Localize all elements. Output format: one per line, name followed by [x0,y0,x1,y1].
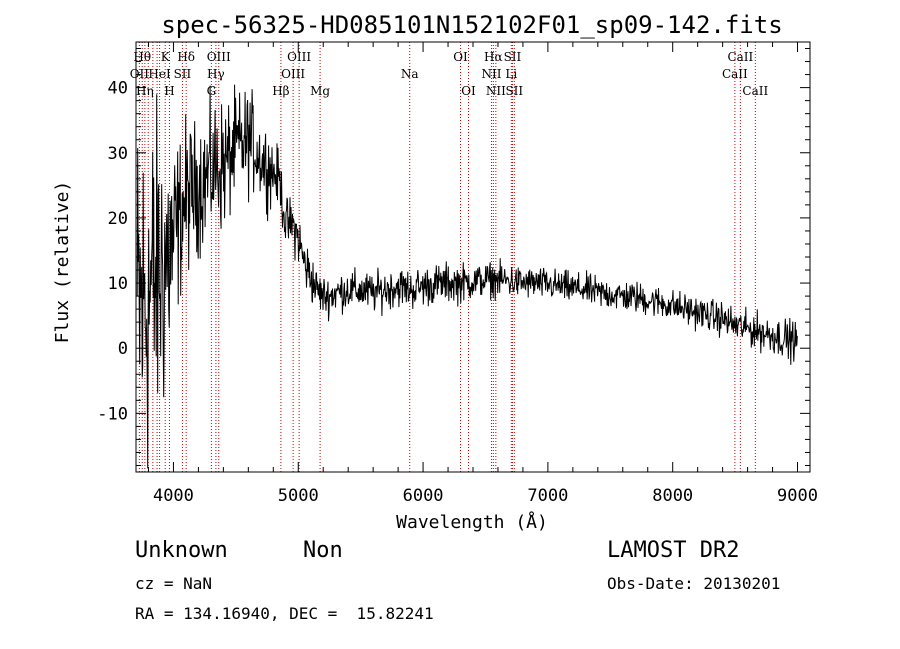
obs-date-text: Obs-Date: 20130201 [607,574,781,593]
object-subclass: Non [303,538,343,563]
spectral-line-label: SII [174,67,192,81]
y-tick-label: 10 [108,274,128,294]
x-tick-label: 5000 [278,486,319,506]
spectral-line-label: HeI [148,67,171,81]
spectral-line-label: Hα [484,50,503,64]
object-class: Unknown [135,538,228,563]
y-tick-label: 0 [118,339,128,359]
x-tick-label: 9000 [777,486,818,506]
coordinates-text: RA = 134.16940, DEC = 15.82241 [135,604,434,623]
spectral-line-label: Li [505,67,517,81]
spectral-line-label: K [161,50,171,64]
spectral-line-label: OIII [281,67,305,81]
spectral-line-markers [138,42,756,472]
spectral-line-label: OI [461,84,476,98]
spectral-line-labels: OIIHθHηHeIKHSIIHδGHγOIIIHβOIIIOIIIMgNaOI… [130,50,769,98]
spectral-line-label: G [207,84,217,98]
spectral-line-label: Na [401,67,419,81]
spectral-line-label: OIII [207,50,231,64]
x-tick-label: 6000 [403,486,444,506]
spectral-line-label: CaII [722,67,748,81]
spectral-line-label: CaII [727,50,753,64]
y-tick-label: -10 [97,404,128,424]
y-axis-label: Flux (relative) [52,181,73,344]
spectral-line-label: NII [486,84,506,98]
survey-name: LAMOST DR2 [607,538,740,563]
spectral-line-label: Mg [310,84,330,98]
spectral-line-label: Hθ [133,50,151,64]
redshift-text: cz = NaN [135,574,213,593]
y-tick-label: 30 [108,144,128,164]
y-tick-label: 20 [108,209,128,229]
spectral-line-label: SII [505,84,523,98]
spectral-line-label: Hγ [207,67,225,81]
x-tick-label: 4000 [153,486,194,506]
spectral-line-label: OIII [287,50,311,64]
x-axis-label: Wavelength (Å) [396,511,548,533]
spectral-line-label: OII [130,67,150,81]
x-tick-label: 8000 [652,486,693,506]
spectral-line-label: NII [481,67,501,81]
axis-ticks: 4000 5000 6000 7000 8000 9000 -10 0 10 20 30 40 [97,42,818,506]
spectral-line-label: Hδ [177,50,195,64]
spectral-line-label: CaII [742,84,768,98]
spectral-line-label: Hβ [272,84,289,98]
spectral-line-label: Hη [136,84,154,98]
chart-title: spec-56325-HD085101N152102F01_sp09-142.f… [161,11,782,39]
spectral-line-label: OI [453,50,468,64]
x-tick-label: 7000 [527,486,568,506]
plot-frame [135,41,811,473]
spectral-line-label: SII [504,50,522,64]
y-tick-label: 40 [108,79,128,99]
spectral-line-label: H [164,84,174,98]
spectrum-series-line [136,84,798,469]
